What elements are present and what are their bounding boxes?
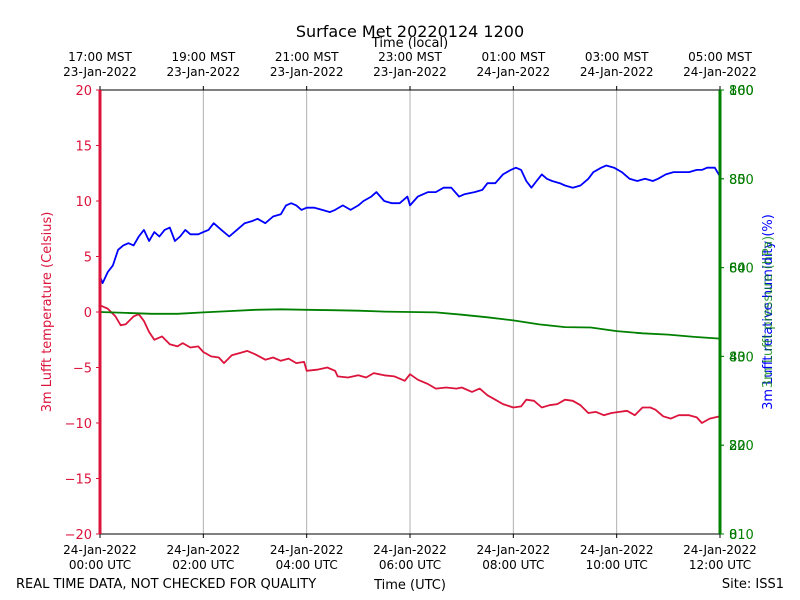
top-tick-date-5: 24-Jan-2022 — [580, 65, 654, 79]
y-axis-label-temperature: 3m Lufft temperature (Celsius) — [40, 212, 55, 413]
top-tick-date-1: 23-Jan-2022 — [167, 65, 241, 79]
left-tick-label-6: −10 — [65, 417, 92, 432]
top-tick-date-0: 23-Jan-2022 — [63, 65, 137, 79]
bottom-tick-date-5: 24-Jan-2022 — [580, 543, 654, 557]
series-lines — [99, 164, 721, 424]
top-tick-time-1: 19:00 MST — [171, 50, 235, 64]
left-tick-label-8: −20 — [65, 528, 92, 543]
y-axis-label-pressure: 3m Lufft pressure (hPa) — [761, 236, 776, 388]
right-tick-label-rh-1: 80 — [729, 173, 746, 188]
top-tick-time-4: 01:00 MST — [481, 50, 545, 64]
left-tick-label-5: −5 — [73, 362, 92, 377]
top-tick-time-6: 05:00 MST — [688, 50, 752, 64]
footer-site-label: Site: ISS1 — [722, 577, 784, 592]
y-axis-label-humidity: 3m Lufft relative humidity (%) — [761, 214, 776, 410]
bottom-tick-time-0: 00:00 UTC — [69, 558, 131, 572]
right-tick-label-rh-3: 40 — [729, 350, 746, 365]
top-tick-time-2: 21:00 MST — [275, 50, 339, 64]
left-tick-label-0: 20 — [75, 84, 92, 99]
top-axis-label: Time (local) — [371, 36, 448, 51]
top-tick-date-6: 24-Jan-2022 — [683, 65, 757, 79]
right-tick-label-rh-0: 100 — [729, 84, 754, 99]
right-tick-label-rh-2: 60 — [729, 262, 746, 277]
left-tick-label-3: 5 — [84, 251, 92, 266]
right-tick-label-pressure-2: 840 — [729, 262, 754, 277]
bottom-tick-time-6: 12:00 UTC — [689, 558, 751, 572]
top-tick-time-5: 03:00 MST — [585, 50, 649, 64]
chart-title: Surface Met 20220124 1200 — [296, 22, 524, 41]
left-tick-label-7: −15 — [65, 473, 92, 488]
right-tick-label-pressure-5: 810 — [729, 528, 754, 543]
series-line-humidity — [99, 164, 721, 284]
bottom-tick-time-4: 08:00 UTC — [482, 558, 544, 572]
right-tick-label-rh-4: 20 — [729, 439, 746, 454]
top-tick-time-0: 17:00 MST — [68, 50, 132, 64]
right-tick-label-pressure-4: 820 — [729, 439, 754, 454]
left-tick-label-1: 15 — [75, 140, 92, 155]
bottom-tick-date-0: 24-Jan-2022 — [63, 543, 137, 557]
top-tick-time-3: 23:00 MST — [378, 50, 442, 64]
left-tick-labels: 20 15 10 5 0 −5 −10 −15 −20 — [65, 84, 100, 543]
top-tick-date-2: 23-Jan-2022 — [270, 65, 344, 79]
top-tick-date-4: 24-Jan-2022 — [477, 65, 551, 79]
bottom-tick-date-4: 24-Jan-2022 — [477, 543, 551, 557]
bottom-tick-time-1: 02:00 UTC — [172, 558, 234, 572]
bottom-tick-date-2: 24-Jan-2022 — [270, 543, 344, 557]
bottom-tick-date-3: 24-Jan-2022 — [373, 543, 447, 557]
right-tick-label-rh-5: 0 — [729, 528, 737, 543]
bottom-tick-time-2: 04:00 UTC — [276, 558, 338, 572]
x-axis-label: Time (UTC) — [373, 578, 446, 593]
left-tick-label-4: 0 — [84, 306, 92, 321]
right-tick-label-pressure-0: 860 — [729, 84, 754, 99]
series-line-temperature — [99, 304, 721, 424]
bottom-tick-date-6: 24-Jan-2022 — [683, 543, 757, 557]
bottom-tick-time-5: 10:00 UTC — [586, 558, 648, 572]
right-tick-labels: 100 80 60 40 20 0 860 850 840 830 820 810 — [720, 84, 754, 543]
bottom-tick-date-1: 24-Jan-2022 — [167, 543, 241, 557]
bottom-tick-time-3: 06:00 UTC — [379, 558, 441, 572]
left-tick-label-2: 10 — [75, 195, 92, 210]
right-tick-label-pressure-1: 850 — [729, 173, 754, 188]
footer-quality-note: REAL TIME DATA, NOT CHECKED FOR QUALITY — [16, 577, 316, 592]
right-tick-label-pressure-3: 830 — [729, 350, 754, 365]
series-line-pressure — [99, 308, 721, 340]
top-tick-date-3: 23-Jan-2022 — [373, 65, 447, 79]
